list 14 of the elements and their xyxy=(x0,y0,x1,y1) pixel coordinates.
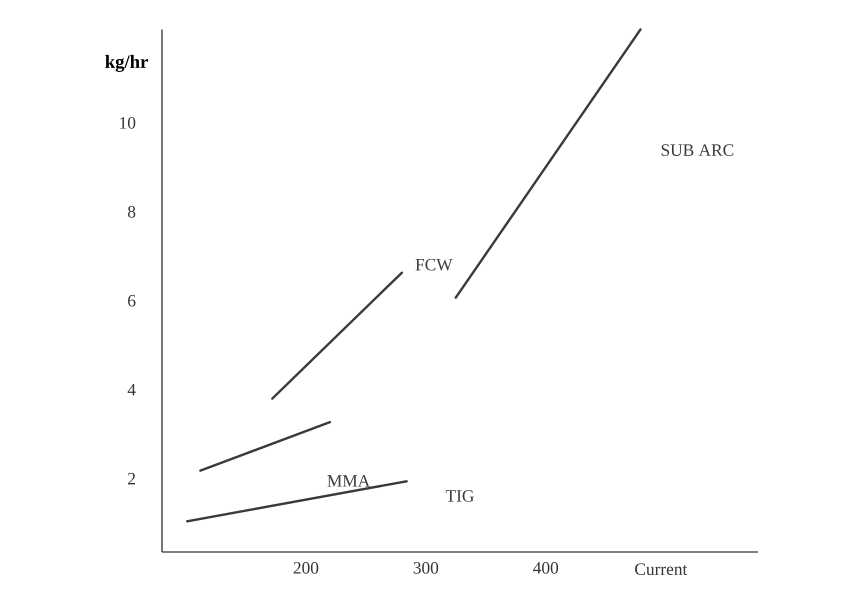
x-tick-label: 300 xyxy=(414,562,438,574)
y-axis-title: kg/hr xyxy=(105,54,148,72)
y-tick-label: 2 xyxy=(128,472,136,484)
y-tick-label: 8 xyxy=(128,206,136,218)
y-tick-label: 10 xyxy=(120,117,136,129)
y-tick-label: 4 xyxy=(128,384,136,396)
series-label: FCW xyxy=(416,258,453,271)
text: SUB ARC xyxy=(662,144,734,156)
x-tick-label: 400 xyxy=(533,562,558,574)
x-tick-label: 200 xyxy=(294,562,318,574)
text: TIG xyxy=(446,490,474,502)
x-axis-title: Current xyxy=(635,563,688,576)
y-tick-label: 6 xyxy=(128,294,136,307)
text: MMA xyxy=(327,475,370,487)
